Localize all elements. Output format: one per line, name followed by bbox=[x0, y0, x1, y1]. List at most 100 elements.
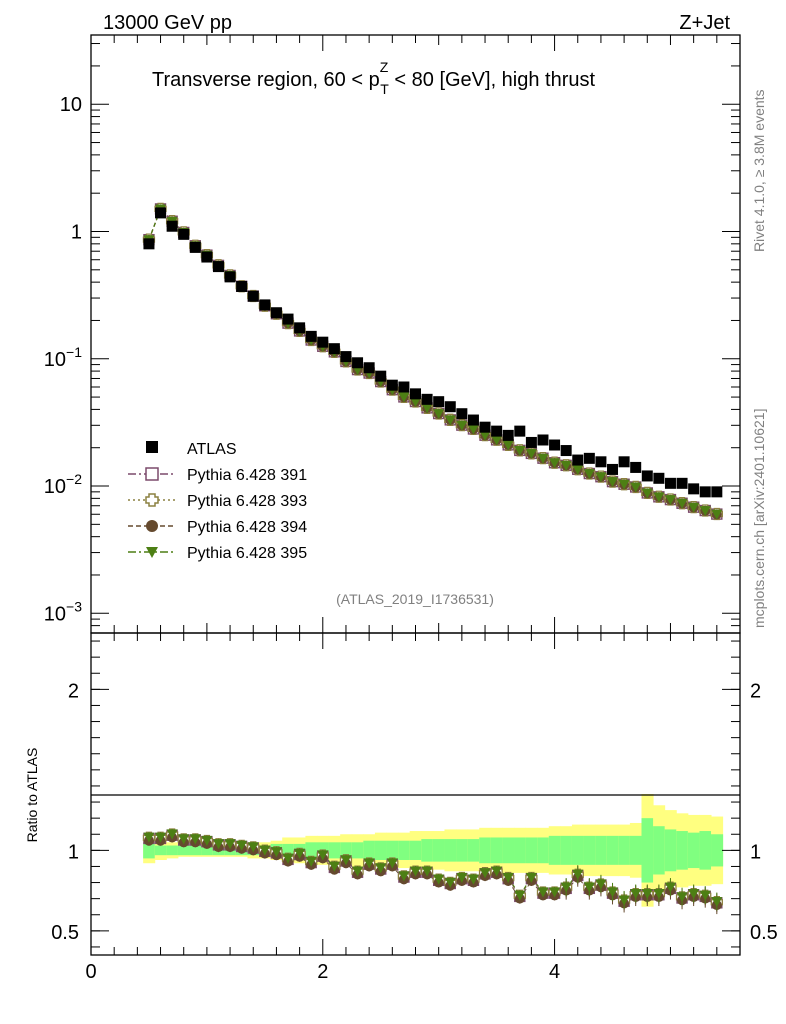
atlas-data-point bbox=[143, 238, 155, 250]
ratio-stat-band bbox=[456, 839, 469, 862]
pythia-point bbox=[560, 460, 572, 471]
atlas-data-point bbox=[294, 322, 306, 334]
atlas-data-point bbox=[549, 439, 561, 451]
ratio-stat-band bbox=[328, 842, 341, 859]
atlas-data-point bbox=[340, 351, 352, 363]
legend-entry-395: Pythia 6.428 395 bbox=[128, 545, 307, 562]
ratio-stat-band bbox=[664, 829, 677, 872]
ratio-point bbox=[328, 861, 340, 872]
ratio-stat-band bbox=[351, 842, 364, 859]
ratio-stat-band bbox=[444, 839, 457, 862]
pythia-point bbox=[607, 477, 619, 488]
ratio-point bbox=[155, 832, 167, 843]
atlas-data-point bbox=[305, 330, 317, 342]
ratio-point bbox=[560, 882, 572, 893]
ratio-point bbox=[340, 855, 352, 866]
legend: ATLAS Pythia 6.428 391 Pythia 6.428 393 … bbox=[128, 441, 307, 562]
ratio-point bbox=[537, 887, 549, 898]
ratio-panel: 0.5 0.5 1 1 2 2 0 2 4 Ratio to ATLAS bbox=[24, 632, 778, 983]
atlas-data-point bbox=[363, 362, 375, 374]
ratio-stat-band bbox=[305, 842, 318, 859]
ratio-point bbox=[305, 856, 317, 867]
legend-label-394: Pythia 6.428 394 bbox=[187, 519, 307, 536]
ratio-point bbox=[444, 877, 456, 888]
ratio-stat-band bbox=[398, 840, 411, 861]
ratio-point bbox=[572, 869, 584, 880]
ratio-stat-band bbox=[143, 842, 156, 859]
atlas-data-point bbox=[502, 429, 514, 441]
ratio-point bbox=[166, 829, 178, 840]
ratio-stat-band bbox=[490, 837, 503, 864]
pythia-point bbox=[699, 506, 711, 517]
ratio-stat-band bbox=[467, 839, 480, 862]
ratio-stat-band bbox=[374, 840, 388, 861]
ratio-point bbox=[641, 888, 653, 899]
ratio-point bbox=[607, 887, 619, 898]
ratio-point bbox=[491, 866, 503, 877]
pythia-point bbox=[537, 453, 549, 464]
ratio-point bbox=[595, 879, 607, 890]
ratio-point bbox=[479, 868, 491, 879]
main-panel: 10−3 10−2 10−1 1 10 Transverse region, 60 < … bbox=[44, 34, 741, 634]
x-tick-label: 0 bbox=[85, 961, 96, 983]
atlas-data-point bbox=[653, 472, 665, 484]
ratio-y-tick-label: 1 bbox=[68, 841, 79, 863]
ratio-uncertainty-bands bbox=[143, 794, 724, 907]
pythia-point bbox=[479, 430, 491, 441]
plot-title-sup: Z bbox=[380, 59, 389, 75]
plot-title: Transverse region, 60 < pZ T < 80 [GeV], … bbox=[152, 59, 596, 97]
legend-marker-atlas bbox=[146, 441, 158, 453]
atlas-data-point bbox=[572, 454, 584, 466]
ratio-stat-band bbox=[571, 835, 585, 865]
atlas-data-point bbox=[607, 463, 619, 475]
ratio-stat-band bbox=[421, 839, 434, 862]
ratio-stat-band bbox=[629, 835, 642, 865]
y-tick-label: 10−1 bbox=[44, 344, 82, 371]
pythia-point bbox=[630, 482, 642, 493]
ratio-point bbox=[456, 872, 468, 883]
ratio-point bbox=[294, 848, 306, 859]
atlas-data-point bbox=[189, 241, 201, 253]
atlas-data-point bbox=[352, 357, 364, 369]
ratio-point bbox=[421, 866, 433, 877]
ratio-stat-band bbox=[177, 845, 191, 856]
legend-entry-393: Pythia 6.428 393 bbox=[128, 493, 307, 510]
atlas-data-point bbox=[375, 370, 387, 382]
atlas-data-point bbox=[166, 220, 178, 232]
pythia-point bbox=[398, 392, 410, 403]
ratio-point bbox=[433, 874, 445, 885]
analysis-watermark: (ATLAS_2019_I1736531) bbox=[336, 591, 494, 607]
atlas-data-point bbox=[433, 396, 445, 408]
legend-marker-391 bbox=[145, 467, 159, 481]
pythia-point bbox=[456, 420, 468, 431]
ratio-stat-band bbox=[525, 837, 538, 864]
ratio-point bbox=[386, 858, 398, 869]
ratio-stat-band bbox=[409, 840, 422, 861]
atlas-data-point bbox=[699, 486, 711, 498]
ratio-axes: 0.5 0.5 1 1 2 2 0 2 4 bbox=[51, 633, 778, 983]
ratio-point bbox=[549, 887, 561, 898]
ratio-stat-band bbox=[537, 837, 550, 864]
atlas-data-point bbox=[560, 445, 572, 457]
ratio-point bbox=[676, 892, 688, 903]
rivet-version-label: Rivet 4.1.0, ≥ 3.8M events bbox=[751, 89, 767, 252]
ratio-point bbox=[201, 835, 213, 846]
ratio-stat-band bbox=[641, 818, 654, 883]
atlas-data-point bbox=[537, 434, 549, 446]
ratio-data-marks bbox=[142, 828, 723, 915]
pythia-point bbox=[514, 445, 526, 456]
atlas-data-point bbox=[410, 388, 421, 400]
atlas-data-point bbox=[444, 401, 456, 413]
ratio-y-tick-label-right: 2 bbox=[750, 680, 761, 702]
atlas-data-point bbox=[386, 379, 398, 391]
legend-label-395: Pythia 6.428 395 bbox=[187, 545, 307, 562]
pythia-point bbox=[676, 498, 688, 509]
plot-title-main: Transverse region, 60 < p bbox=[152, 69, 380, 91]
pythia-point bbox=[583, 469, 595, 480]
process-label: Z+Jet bbox=[679, 12, 730, 34]
plot-title-rest: < 80 [GeV], high thrust bbox=[389, 69, 596, 91]
ratio-stat-band bbox=[514, 837, 527, 864]
legend-entry-391: Pythia 6.428 391 bbox=[128, 467, 307, 484]
atlas-data-point bbox=[236, 280, 248, 292]
ratio-point bbox=[653, 888, 665, 899]
